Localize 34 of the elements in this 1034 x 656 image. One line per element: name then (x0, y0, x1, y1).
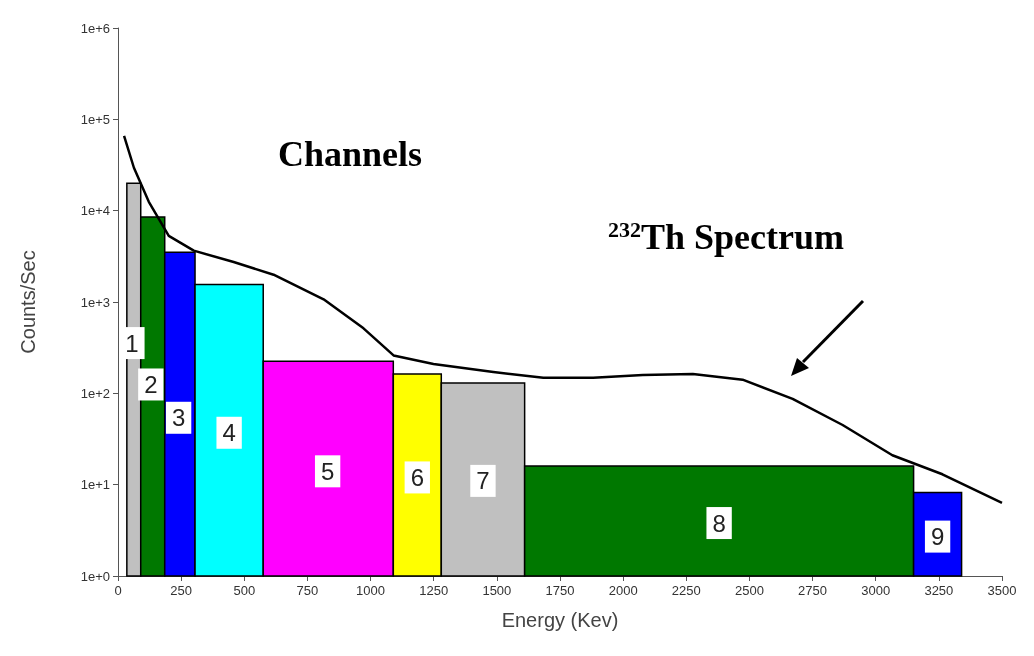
x-tick-label: 1250 (419, 583, 449, 598)
x-tick-label: 500 (233, 583, 256, 598)
y-tick-label: 1e+1 (80, 477, 110, 493)
y-tick-label: 1e+2 (80, 385, 110, 401)
x-tick-label: 250 (170, 583, 192, 598)
x-tick-label: 750 (296, 583, 319, 598)
annotation: 1 (125, 329, 139, 357)
x-tick-label: 3000 (861, 583, 891, 598)
x-tick-label: 2750 (798, 583, 828, 598)
annotation: 4 (222, 419, 236, 447)
annotation: 5 (320, 457, 335, 485)
annotation: 6 (410, 463, 424, 491)
x-tick-label: 2250 (671, 583, 701, 598)
x-tick-label: 1000 (356, 583, 386, 598)
annotation: 2 (144, 370, 158, 398)
annotation: 8 (712, 509, 726, 537)
y-axis-title: Counts/Sec (17, 250, 39, 354)
annotation: 7 (476, 467, 490, 495)
x-tick-label: 2500 (734, 583, 764, 598)
y-tick-label: 1e+6 (80, 20, 110, 36)
x-tick-label: 2000 (608, 583, 638, 598)
x-tick-label: 1750 (545, 583, 575, 598)
annotation: Channels (278, 134, 423, 174)
x-tick-label: 0 (114, 583, 122, 598)
x-tick-label: 3250 (924, 583, 954, 598)
y-tick-label: 1e+4 (80, 203, 110, 219)
y-tick-label: 1e+0 (80, 568, 110, 584)
x-axis-title: Energy (Kev) (501, 609, 619, 631)
x-tick-label: 3500 (987, 583, 1017, 598)
y-tick-label: 1e+3 (80, 294, 110, 310)
annotation: 9 (930, 523, 945, 551)
x-tick-label: 1500 (482, 583, 512, 598)
annotation: 3 (171, 404, 186, 432)
y-tick-label: 1e+5 (80, 111, 110, 127)
